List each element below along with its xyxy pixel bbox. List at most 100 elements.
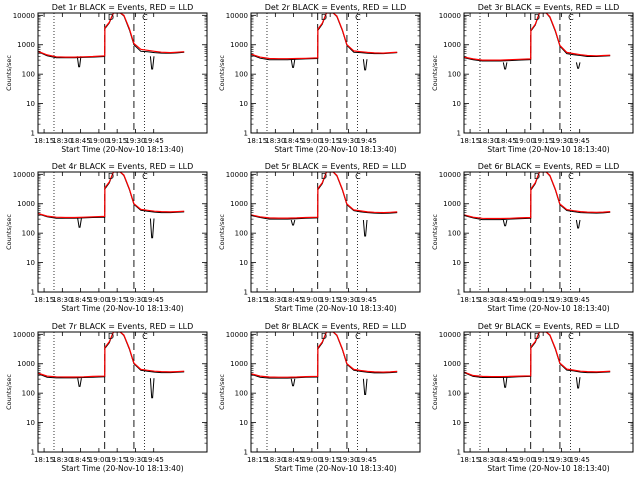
y-tick-label: 100 — [235, 71, 248, 79]
x-axis-label: Start Time (20-Nov-10 18:13:40) — [274, 145, 396, 154]
events-dip-spike — [76, 56, 82, 68]
x-tick-label: 19:15 — [107, 456, 127, 464]
events-dip-spike — [502, 219, 508, 227]
annotation-label: C — [355, 332, 361, 341]
lld-series-line — [38, 332, 185, 378]
y-tick-label: 10000 — [226, 12, 248, 20]
x-axis-label: Start Time (20-Nov-10 18:13:40) — [61, 464, 183, 473]
annotation-label: D — [534, 172, 540, 181]
plot-frame — [463, 331, 634, 453]
y-tick-label: 1000 — [443, 360, 461, 368]
x-tick-label: 19:00 — [302, 456, 322, 464]
annotation-label: D — [321, 172, 327, 181]
y-tick-label: 10 — [239, 259, 248, 267]
y-tick-label: 1 — [457, 289, 461, 297]
y-tick-label: 10000 — [13, 12, 35, 20]
events-series-line — [251, 332, 398, 379]
x-axis-label: Start Time (20-Nov-10 18:13:40) — [61, 304, 183, 313]
events-dip-spike — [77, 218, 82, 228]
x-tick-label: 19:45 — [357, 456, 377, 464]
x-tick-label: 18:45 — [71, 296, 91, 304]
x-tick-label: 19:00 — [515, 456, 535, 464]
panel-title: Det 3r BLACK = Events, RED = LLD — [478, 3, 620, 12]
x-tick-label: 19:15 — [107, 296, 127, 304]
lld-series-line — [38, 13, 185, 58]
x-tick-label: 19:00 — [89, 296, 109, 304]
events-dip-spike — [290, 219, 296, 226]
x-tick-label: 19:45 — [144, 456, 164, 464]
panel-data-lines — [38, 332, 185, 399]
x-tick-label: 19:15 — [320, 456, 340, 464]
lld-series-line — [464, 13, 611, 61]
events-dip-spike — [502, 377, 508, 388]
x-tick-label: 19:00 — [89, 456, 109, 464]
x-tick-label: 18:15 — [34, 296, 54, 304]
y-tick-label: 1000 — [230, 41, 248, 49]
y-tick-label: 10000 — [13, 331, 35, 339]
x-tick-label: 18:15 — [247, 137, 267, 145]
panel-title: Det 8r BLACK = Events, RED = LLD — [265, 322, 407, 331]
x-tick-label: 19:45 — [570, 296, 590, 304]
x-tick-label: 18:15 — [460, 137, 480, 145]
y-axis-label: Counts/sec — [431, 374, 439, 410]
events-dip-spike — [362, 59, 368, 71]
panel-title: Det 5r BLACK = Events, RED = LLD — [265, 162, 407, 171]
plot-frame — [250, 12, 421, 134]
y-tick-label: 10000 — [226, 331, 248, 339]
x-tick-label: 18:30 — [265, 296, 285, 304]
lld-series-line — [464, 332, 611, 378]
events-dip-spike — [149, 56, 155, 70]
y-tick-label: 1 — [457, 130, 461, 138]
events-dip-spike — [290, 59, 296, 68]
panel-title: Det 6r BLACK = Events, RED = LLD — [478, 162, 620, 171]
y-tick-label: 100 — [235, 390, 248, 398]
x-tick-label: 19:15 — [533, 296, 553, 304]
y-tick-label: 1000 — [17, 200, 35, 208]
x-tick-label: 18:45 — [497, 456, 517, 464]
plot-frame — [250, 331, 421, 453]
y-tick-label: 10000 — [13, 171, 35, 179]
x-tick-label: 19:45 — [144, 296, 164, 304]
y-tick-label: 10000 — [439, 331, 461, 339]
annotation-label: C — [568, 332, 574, 341]
panel-data-lines — [38, 172, 185, 239]
lld-series-line — [251, 13, 398, 60]
x-tick-label: 18:30 — [52, 137, 72, 145]
x-tick-label: 18:15 — [460, 456, 480, 464]
y-tick-label: 10 — [239, 100, 248, 108]
x-tick-label: 19:45 — [570, 456, 590, 464]
events-dip-spike — [575, 377, 581, 389]
panel-data-lines — [251, 332, 398, 395]
events-dip-spike — [502, 62, 508, 70]
annotation-label: D — [108, 172, 114, 181]
y-tick-label: 1 — [244, 449, 248, 457]
x-tick-label: 18:15 — [34, 137, 54, 145]
x-tick-label: 19:30 — [551, 137, 571, 145]
y-tick-label: 10 — [452, 419, 461, 427]
panel-data-lines — [464, 13, 611, 70]
x-axis-label: Start Time (20-Nov-10 18:13:40) — [274, 464, 396, 473]
x-tick-label: 19:30 — [125, 296, 145, 304]
x-tick-label: 19:30 — [125, 456, 145, 464]
plot-frame — [463, 12, 634, 134]
y-tick-label: 1000 — [17, 360, 35, 368]
x-tick-label: 18:45 — [71, 137, 91, 145]
y-axis-label: Counts/sec — [218, 374, 226, 410]
x-tick-label: 18:45 — [284, 456, 304, 464]
x-tick-label: 19:00 — [515, 137, 535, 145]
lld-series-line — [38, 172, 185, 219]
events-series-line — [251, 172, 398, 220]
x-tick-label: 19:45 — [357, 137, 377, 145]
y-tick-label: 100 — [235, 230, 248, 238]
events-series-line — [464, 332, 611, 378]
y-tick-label: 100 — [448, 230, 461, 238]
x-tick-label: 18:30 — [52, 456, 72, 464]
annotation-label: C — [355, 13, 361, 22]
x-tick-label: 18:45 — [71, 456, 91, 464]
x-tick-label: 19:00 — [515, 296, 535, 304]
y-tick-label: 10000 — [439, 12, 461, 20]
y-tick-label: 1 — [457, 449, 461, 457]
y-tick-label: 1000 — [443, 41, 461, 49]
